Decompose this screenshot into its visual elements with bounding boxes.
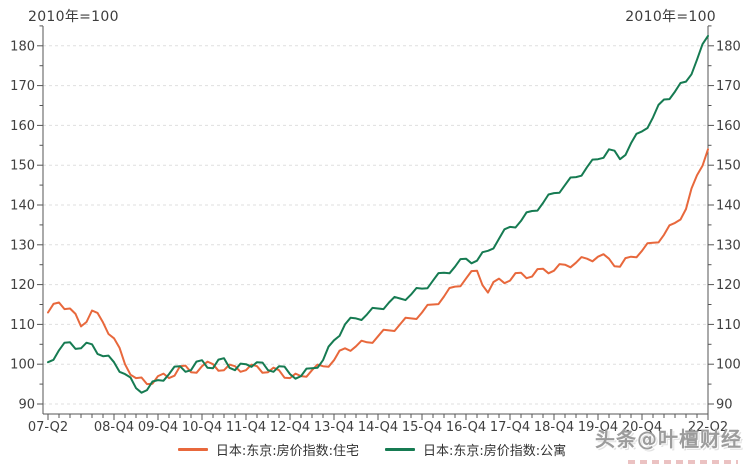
svg-text:120: 120 xyxy=(716,278,741,293)
svg-text:170: 170 xyxy=(716,79,741,94)
legend-item-residential: 日本:东京:房价指数:住宅 xyxy=(177,440,359,459)
svg-text:180: 180 xyxy=(716,39,741,54)
svg-text:10-Q4: 10-Q4 xyxy=(182,420,222,435)
svg-text:09-Q4: 09-Q4 xyxy=(138,420,178,435)
svg-text:90: 90 xyxy=(716,398,733,413)
svg-text:160: 160 xyxy=(716,119,741,134)
svg-text:08-Q4: 08-Q4 xyxy=(94,420,134,435)
svg-text:100: 100 xyxy=(716,358,741,373)
svg-text:170: 170 xyxy=(10,79,35,94)
svg-text:12-Q4: 12-Q4 xyxy=(270,420,310,435)
svg-text:150: 150 xyxy=(716,159,741,174)
svg-text:130: 130 xyxy=(716,238,741,253)
svg-text:100: 100 xyxy=(10,358,35,373)
svg-text:17-Q4: 17-Q4 xyxy=(490,420,530,435)
svg-text:16-Q4: 16-Q4 xyxy=(446,420,486,435)
series-line-residential xyxy=(47,148,709,386)
svg-text:140: 140 xyxy=(716,199,741,214)
svg-text:110: 110 xyxy=(10,318,35,333)
svg-text:20-Q4: 20-Q4 xyxy=(622,420,662,435)
svg-text:150: 150 xyxy=(10,159,35,174)
svg-text:11-Q4: 11-Q4 xyxy=(226,420,266,435)
legend-label-residential: 日本:东京:房价指数:住宅 xyxy=(215,443,359,459)
legend-label-condo: 日本:东京:房价指数:公寓 xyxy=(423,443,567,459)
svg-text:18-Q4: 18-Q4 xyxy=(534,420,574,435)
svg-text:160: 160 xyxy=(10,119,35,134)
svg-text:13-Q4: 13-Q4 xyxy=(314,420,354,435)
index-base-note-right: 2010年=100 xyxy=(625,9,716,25)
chart-legend: 日本:东京:房价指数:住宅 日本:东京:房价指数:公寓 xyxy=(0,440,744,459)
svg-text:15-Q4: 15-Q4 xyxy=(402,420,442,435)
svg-text:130: 130 xyxy=(10,238,35,253)
x-axis: 07-Q2 08-Q4 09-Q4 10-Q4 11-Q4 12-Q4 13-Q4 14-Q4… xyxy=(28,413,728,435)
svg-text:110: 110 xyxy=(716,318,741,333)
y-gridlines xyxy=(43,45,708,405)
watermark-toutiao-yetan: 头条@叶檀财经 xyxy=(595,427,742,451)
svg-text:140: 140 xyxy=(10,199,35,214)
y-axes: 90 90 100 100 110 110 120 120 130 130 140 140 150 150… xyxy=(10,25,741,414)
svg-text:90: 90 xyxy=(18,398,35,413)
legend-swatch-residential xyxy=(177,447,208,451)
svg-text:07-Q2: 07-Q2 xyxy=(28,420,68,435)
svg-text:180: 180 xyxy=(10,39,35,54)
svg-text:19-Q4: 19-Q4 xyxy=(578,420,618,435)
legend-swatch-condo xyxy=(385,447,415,451)
svg-text:14-Q4: 14-Q4 xyxy=(358,420,398,435)
svg-text:22-Q2: 22-Q2 xyxy=(688,420,728,435)
svg-text:120: 120 xyxy=(10,278,35,293)
clipped-pink-text-marks xyxy=(628,460,738,464)
legend-item-condo: 日本:东京:房价指数:公寓 xyxy=(385,440,566,459)
index-base-note-left: 2010年=100 xyxy=(28,9,119,25)
series-line-condo xyxy=(47,34,709,394)
